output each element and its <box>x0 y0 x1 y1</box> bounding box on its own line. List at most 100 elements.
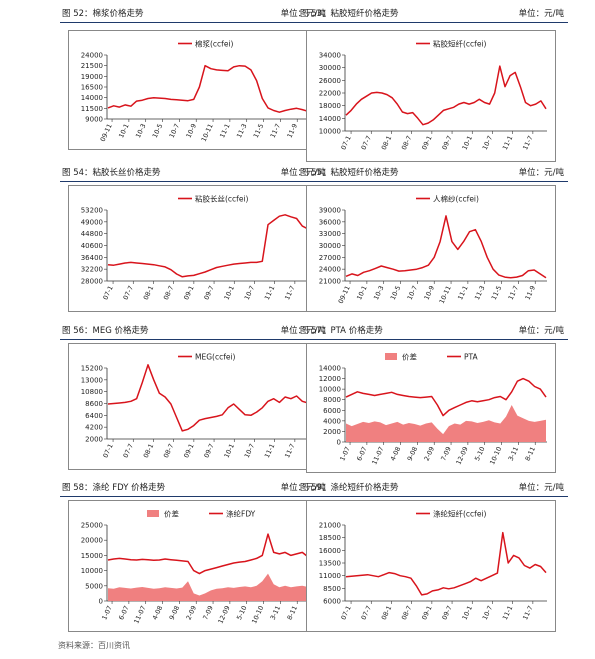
panel-56: 图 56：MEG 价格走势 单位：元/吨 15200 13000 10800 8600… <box>60 323 330 470</box>
x-tick-label: 10-7 <box>481 604 494 621</box>
legend-label: MEG(ccfei) <box>195 353 236 362</box>
panel-header: 图 59：涤纶短纤价格走势 单位：元/吨 <box>298 480 568 497</box>
y-tick-label: 2000 <box>85 436 103 444</box>
y-tick-label: 18500 <box>319 534 341 542</box>
x-tick-label: 11-5 <box>252 122 265 139</box>
x-tick-label: 10-7 <box>481 134 494 151</box>
x-tick-label: 4-08 <box>151 604 164 621</box>
x-tick-label: 12-09 <box>454 445 469 466</box>
spread-area-series <box>108 573 308 601</box>
x-tick-label: 1-07 <box>338 445 351 462</box>
x-tick-label: 10-9 <box>423 284 436 301</box>
x-tick-label: 11-1 <box>501 134 514 151</box>
panel-header: 图 55：粘胶短纤价格走势 单位：元/吨 <box>298 165 568 182</box>
chart-frame: 25000 20000 15000 10000 5000 0 1-07 6-07 11-07 4-… <box>68 500 318 632</box>
x-tick-label: 10-5 <box>389 284 402 301</box>
x-tick-label: 10-11 <box>200 122 215 143</box>
x-tick-label: 08-7 <box>162 284 175 301</box>
y-tick-label: 10000 <box>81 567 103 575</box>
x-tick-label: 10-10 <box>488 445 503 466</box>
panel-header: 图 57：PTA 价格走势 单位：元/吨 <box>298 323 568 340</box>
x-tick-label: 11-9 <box>524 284 537 301</box>
x-tick-label: 08-7 <box>400 604 413 621</box>
y-tick-label: 6000 <box>323 598 341 606</box>
x-tick-label: 2-09 <box>423 445 436 462</box>
x-tick-label: 11-7 <box>283 284 296 301</box>
x-tick-label: 11-7 <box>521 604 534 621</box>
chart-title: 图 57：PTA 价格走势 <box>300 326 383 336</box>
x-tick-label: 10-11 <box>438 284 453 305</box>
x-tick-label: 5-10 <box>235 604 248 621</box>
y-tick-label: 49000 <box>81 218 103 226</box>
x-tick-label: 11-7 <box>521 134 534 151</box>
unit-label: 单位：元/吨 <box>280 168 326 178</box>
y-tick-label: 8000 <box>323 396 341 404</box>
y-tick-label: 8500 <box>323 585 341 593</box>
y-tick-label: 0 <box>337 439 341 447</box>
x-tick-label: 09-7 <box>440 134 453 151</box>
pta-chart: 14000 12000 10000 8000 6000 4000 2000 01-07 6-07… <box>319 352 547 466</box>
x-tick-label: 8-11 <box>286 604 299 621</box>
y-tick-label: 30000 <box>319 242 341 250</box>
x-tick-label: 10-1 <box>117 122 130 139</box>
legend-swatch <box>147 510 159 517</box>
chart-title: 图 52：棉浆价格走势 <box>62 9 144 19</box>
y-tick-label: 6400 <box>85 412 103 420</box>
x-tick-label: 09-7 <box>440 604 453 621</box>
y-tick-label: 11500 <box>81 105 103 113</box>
price-line-series <box>107 64 309 113</box>
x-tick-label: 09-1 <box>420 134 433 151</box>
x-tick-label: 3-11 <box>507 445 520 462</box>
spread-area-series <box>346 405 546 442</box>
y-tick-label: 25000 <box>81 522 103 530</box>
legend-label: 价差 <box>402 352 417 362</box>
legend-label: 人棉纱(ccfei) <box>433 194 479 204</box>
chart-title: 图 53：粘胶短纤价格走势 <box>300 9 399 19</box>
price-line-series <box>107 214 309 278</box>
y-tick-label: 28000 <box>81 278 103 286</box>
polyester-fdy-chart: 25000 20000 15000 10000 5000 01-07 6-07 11-07 4-… <box>81 509 309 625</box>
chart-title: 图 59：涤纶短纤价格走势 <box>300 483 399 493</box>
y-tick-label: 26000 <box>319 77 341 85</box>
x-tick-label: 6-07 <box>355 445 368 462</box>
x-tick-label: 07-1 <box>101 284 114 301</box>
y-tick-label: 21000 <box>319 522 341 530</box>
y-tick-label: 44800 <box>81 230 103 238</box>
unit-label: 单位：元/吨 <box>518 168 564 178</box>
x-tick-label: 09-1 <box>182 284 195 301</box>
x-tick-label: 11-7 <box>507 284 520 301</box>
panel-54: 图 54：粘胶长丝价格走势 单位：元/吨 53200 49000 44800 4060… <box>60 165 330 312</box>
panel-header: 图 56：MEG 价格走势 单位：元/吨 <box>60 323 330 340</box>
price-line-series <box>345 377 547 417</box>
y-tick-label: 18000 <box>319 102 341 110</box>
x-tick-label: 08-7 <box>162 442 175 459</box>
x-tick-label: 10-1 <box>355 284 368 301</box>
x-tick-label: 4-08 <box>389 445 402 462</box>
legend-label: 粘胶短纤(ccfei) <box>433 39 487 49</box>
y-tick-label: 10000 <box>319 128 341 136</box>
x-tick-label: 11-5 <box>490 284 503 301</box>
x-tick-label: 10-3 <box>134 122 147 139</box>
unit-label: 单位：元/吨 <box>518 326 564 336</box>
x-tick-label: 07-7 <box>122 442 135 459</box>
x-tick-label: 7-09 <box>201 604 214 621</box>
y-tick-label: 11000 <box>319 572 341 580</box>
x-tick-label: 10-1 <box>223 284 236 301</box>
x-tick-label: 8-11 <box>524 445 537 462</box>
y-tick-label: 36000 <box>319 218 341 226</box>
y-tick-label: 12000 <box>319 375 341 383</box>
x-tick-label: 09-11 <box>99 122 114 143</box>
x-tick-label: 11-07 <box>132 604 147 625</box>
x-tick-label: 10-7 <box>406 284 419 301</box>
x-tick-label: 9-08 <box>406 445 419 462</box>
x-tick-label: 07-1 <box>101 442 114 459</box>
rayon-yarn-chart: 39000 36000 33000 30000 27000 24000 2100009-11… <box>319 194 547 305</box>
y-tick-label: 16000 <box>319 547 341 555</box>
price-line-series <box>107 364 309 432</box>
unit-label: 单位：元/吨 <box>280 326 326 336</box>
x-tick-label: 10-3 <box>372 284 385 301</box>
unit-label: 单位：元/吨 <box>518 9 564 19</box>
legend-label: 涤纶短纤(ccfei) <box>433 509 487 519</box>
